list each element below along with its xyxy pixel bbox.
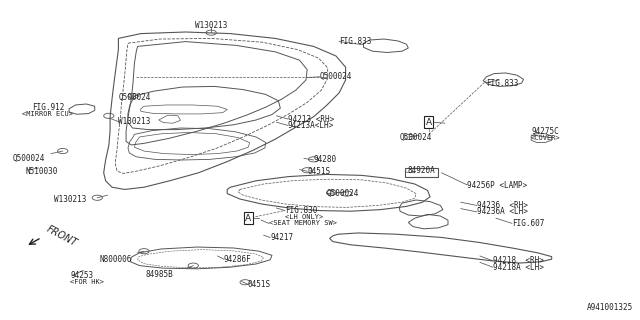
Text: 94218  <RH>: 94218 <RH>: [493, 256, 543, 265]
Text: 0451S: 0451S: [248, 280, 271, 289]
Text: 94286F: 94286F: [224, 255, 252, 264]
Text: A: A: [426, 118, 432, 127]
Text: 94236A <LH>: 94236A <LH>: [477, 207, 527, 216]
Text: <COVER>: <COVER>: [531, 135, 561, 141]
Text: 0451S: 0451S: [307, 167, 330, 176]
Text: FRONT: FRONT: [45, 224, 79, 248]
Text: 84920A: 84920A: [407, 166, 435, 175]
Text: 94213A<LH>: 94213A<LH>: [288, 121, 334, 130]
Text: FIG.830: FIG.830: [285, 206, 317, 215]
Text: 94218A <LH>: 94218A <LH>: [493, 263, 543, 272]
Text: FIG.912: FIG.912: [32, 103, 64, 112]
Text: A: A: [245, 214, 252, 223]
Text: FIG.607: FIG.607: [512, 220, 545, 228]
Text: 94253: 94253: [70, 271, 93, 280]
Text: <LH ONLY>: <LH ONLY>: [285, 214, 323, 220]
Text: Q500024: Q500024: [320, 72, 353, 81]
Text: FIG.833: FIG.833: [486, 79, 519, 88]
Text: 94213 <RH>: 94213 <RH>: [288, 115, 334, 124]
Text: W130213: W130213: [54, 196, 87, 204]
Text: <MIRROR ECU>: <MIRROR ECU>: [22, 111, 74, 116]
Text: 94275C: 94275C: [531, 127, 559, 136]
Text: 94256P <LAMP>: 94256P <LAMP>: [467, 181, 527, 190]
Text: Q500024: Q500024: [13, 154, 45, 163]
Text: 84985B: 84985B: [146, 270, 173, 279]
Text: 94217: 94217: [270, 233, 293, 242]
Text: <SEAT MEMORY SW>: <SEAT MEMORY SW>: [269, 220, 337, 226]
Text: W130213: W130213: [118, 117, 151, 126]
Text: Q500024: Q500024: [326, 189, 359, 198]
Text: N800006: N800006: [99, 255, 132, 264]
Text: 94236  <RH>: 94236 <RH>: [477, 201, 527, 210]
Text: N510030: N510030: [26, 167, 58, 176]
Text: <FOR HK>: <FOR HK>: [70, 279, 104, 285]
Text: W130213: W130213: [195, 21, 227, 30]
Text: Q500024: Q500024: [118, 93, 151, 102]
Text: A941001325: A941001325: [588, 303, 634, 312]
Text: 94280: 94280: [314, 156, 337, 164]
Text: FIG.833: FIG.833: [339, 37, 372, 46]
Text: Q500024: Q500024: [400, 133, 433, 142]
